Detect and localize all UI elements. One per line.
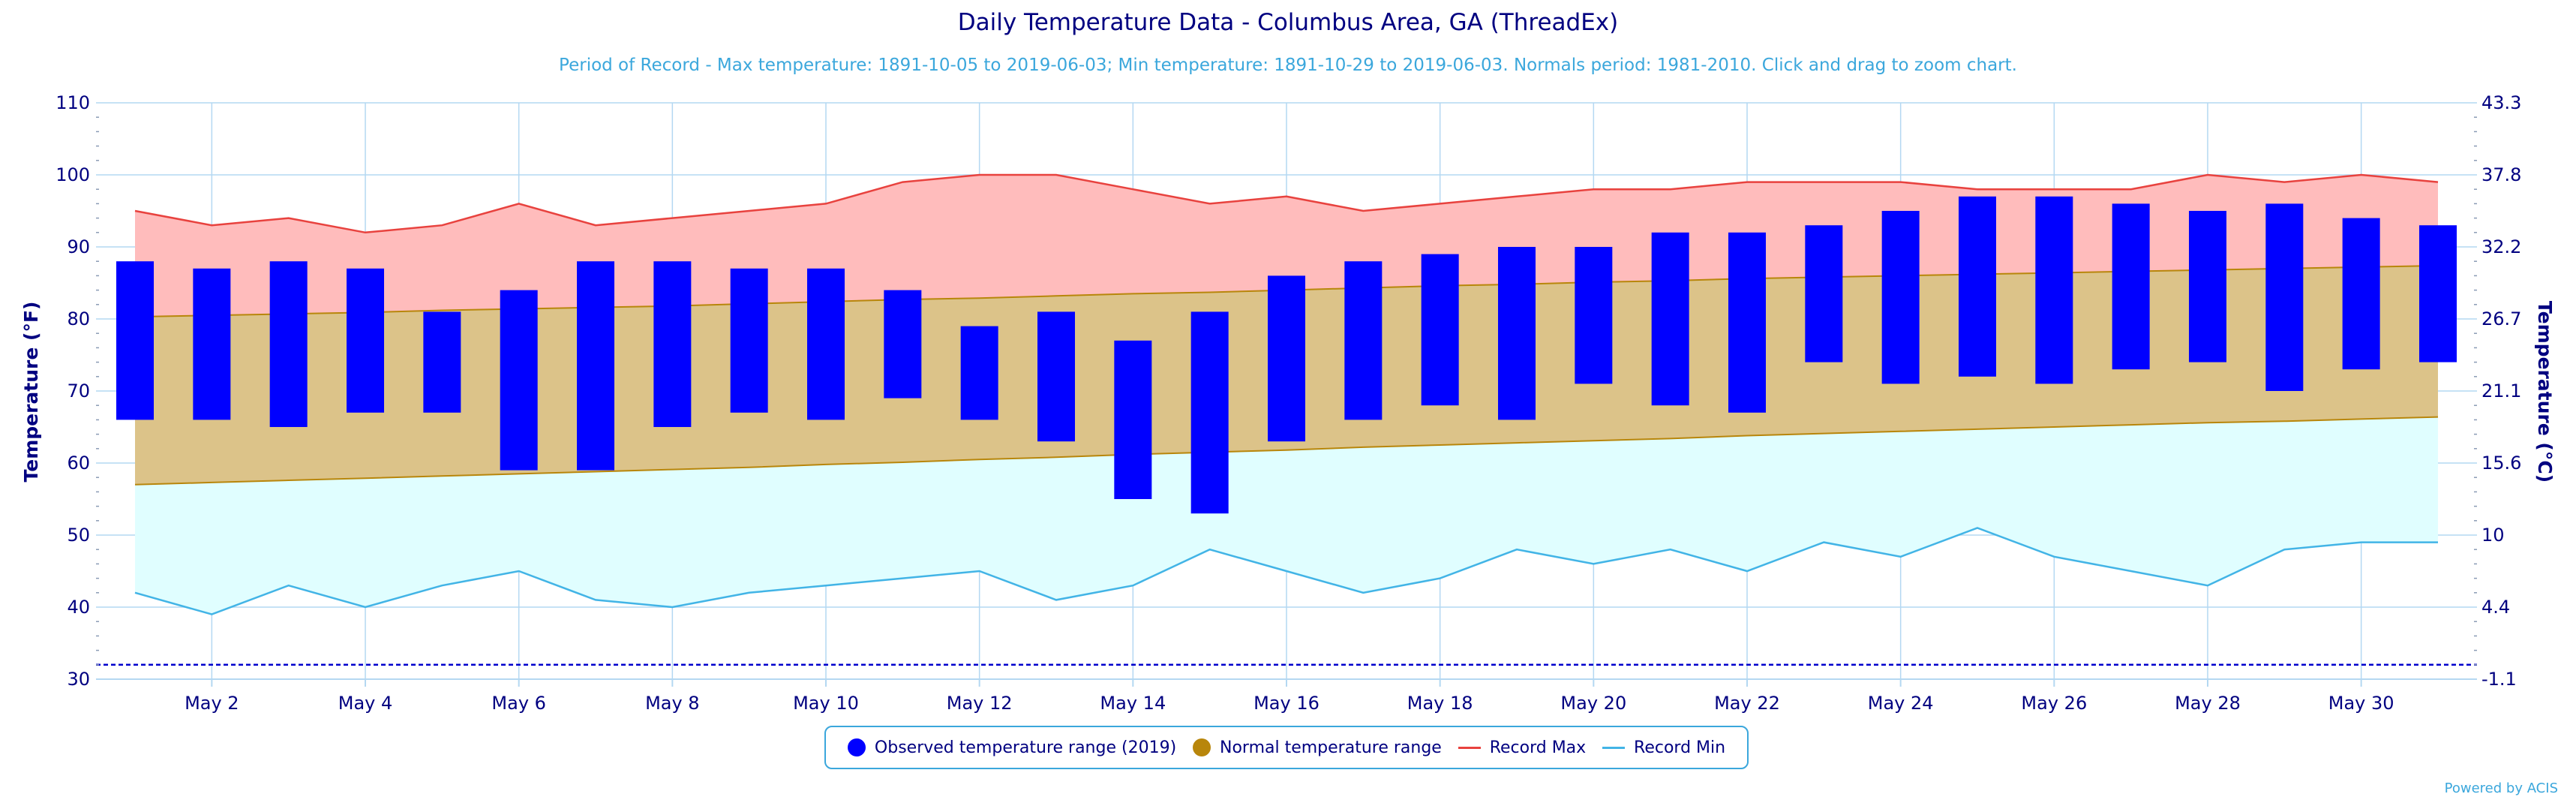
observed-bar (577, 261, 614, 471)
normal-low-line (134, 416, 2439, 486)
observed-bar (193, 268, 231, 420)
observed-bar (1114, 340, 1152, 499)
x-tick-label: May 8 (645, 693, 700, 714)
y-tick-label-right: 10 (2481, 525, 2505, 546)
observed-bar (653, 261, 692, 427)
legend-label-normal: Normal temperature range (1220, 738, 1442, 757)
y-tick-label-right: 43.3 (2481, 92, 2521, 113)
y-tick-label-left: 50 (67, 525, 90, 546)
record-max-line (134, 173, 2439, 234)
legend-label-record-min: Record Min (1634, 738, 1726, 757)
y-tick-label-left: 70 (67, 380, 90, 402)
observed-bar (884, 290, 922, 398)
legend-item-observed[interactable]: Observed temperature range (2019) (847, 738, 1177, 757)
x-tick-label: May 14 (1100, 693, 1166, 714)
x-tick-label: May 18 (1407, 693, 1473, 714)
x-tick-label: May 16 (1253, 693, 1320, 714)
axes: May 2 May 4 May 6 May 8 May 10 May 12 May 14 Ma… (56, 92, 2521, 714)
observed-bar (116, 261, 154, 420)
x-tick-label: May 30 (2328, 693, 2394, 714)
y-tick-label-left: 60 (67, 453, 90, 474)
observed-bar (2112, 203, 2150, 370)
y-tick-label-right: 4.4 (2481, 597, 2510, 618)
observed-bar (1037, 311, 1075, 442)
record-max-area (135, 175, 2438, 317)
chart-legend: Observed temperature range (2019) Normal… (824, 726, 1749, 769)
chart-subtitle: Period of Record - Max temperature: 1891… (559, 56, 2017, 75)
y-tick-label-left: 40 (67, 597, 90, 618)
acis-credit-link[interactable]: Powered by ACIS (2444, 780, 2558, 796)
y-tick-label-left: 100 (56, 164, 90, 185)
observed-bar (807, 268, 845, 420)
observed-bar (1959, 196, 1996, 377)
legend-label-record-max: Record Max (1489, 738, 1587, 757)
observed-bar (500, 290, 538, 471)
observed-bar (730, 268, 768, 413)
x-tick-label: May 12 (947, 693, 1013, 714)
x-tick-label: May 2 (185, 693, 239, 714)
y-tick-label-right: -1.1 (2481, 669, 2517, 690)
x-tick-label: May 22 (1714, 693, 1780, 714)
x-tick-label: May 24 (1868, 693, 1934, 714)
y-tick-label-left: 90 (67, 236, 90, 257)
y-tick-label-right: 26.7 (2481, 308, 2521, 329)
y-tick-label-right: 15.6 (2481, 453, 2521, 474)
legend-label-observed: Observed temperature range (2019) (874, 738, 1177, 757)
y-tick-label-right: 37.8 (2481, 164, 2521, 185)
y-axis-title-left: Temperature (°F) (20, 302, 42, 483)
legend-swatch-record-min (1602, 746, 1626, 749)
observed-bar (1881, 211, 1920, 384)
observed-bar (1805, 225, 1843, 362)
legend-item-record-max[interactable]: Record Max (1458, 738, 1587, 757)
record-lines (96, 173, 2477, 666)
observed-bar (2265, 203, 2304, 391)
x-tick-label: May 6 (491, 693, 546, 714)
observed-bar (2419, 225, 2457, 362)
y-tick-label-left: 30 (67, 669, 90, 690)
y-axis-title-right: Temperature (°C) (2534, 301, 2556, 483)
legend-swatch-record-max (1458, 746, 1481, 749)
legend-swatch-normal (1193, 738, 1211, 756)
observed-bars (116, 196, 2457, 514)
legend-swatch-observed (847, 738, 866, 756)
record-min-line (134, 527, 2438, 615)
y-tick-label-right: 21.1 (2481, 380, 2521, 402)
x-tick-label: May 20 (1560, 693, 1626, 714)
observed-bar (1728, 232, 1766, 413)
observed-bar (1268, 275, 1305, 442)
observed-bar (1498, 247, 1536, 420)
y-tick-label-left: 80 (67, 308, 90, 329)
legend-item-normal[interactable]: Normal temperature range (1193, 738, 1442, 757)
observed-bar (1421, 254, 1459, 406)
observed-bar (960, 326, 998, 420)
x-tick-label: May 4 (338, 693, 393, 714)
y-tick-label-right: 32.2 (2481, 236, 2521, 257)
observed-bar (269, 261, 308, 427)
observed-bar (347, 268, 384, 413)
observed-bar (2189, 211, 2226, 362)
observed-bar (2035, 196, 2073, 384)
observed-bar (1190, 311, 1229, 514)
observed-bar (1651, 232, 1689, 406)
observed-bar (423, 311, 461, 413)
observed-bar (1575, 247, 1613, 384)
x-tick-label: May 28 (2175, 693, 2241, 714)
x-tick-label: May 10 (793, 693, 859, 714)
legend-item-record-min[interactable]: Record Min (1602, 738, 1725, 757)
observed-bar (1344, 261, 1383, 420)
x-tick-label: May 26 (2021, 693, 2087, 714)
observed-bar (2342, 218, 2380, 370)
record-min-area (135, 417, 2438, 615)
y-tick-label-left: 110 (56, 92, 90, 113)
chart-title: Daily Temperature Data - Columbus Area, … (957, 9, 1619, 36)
